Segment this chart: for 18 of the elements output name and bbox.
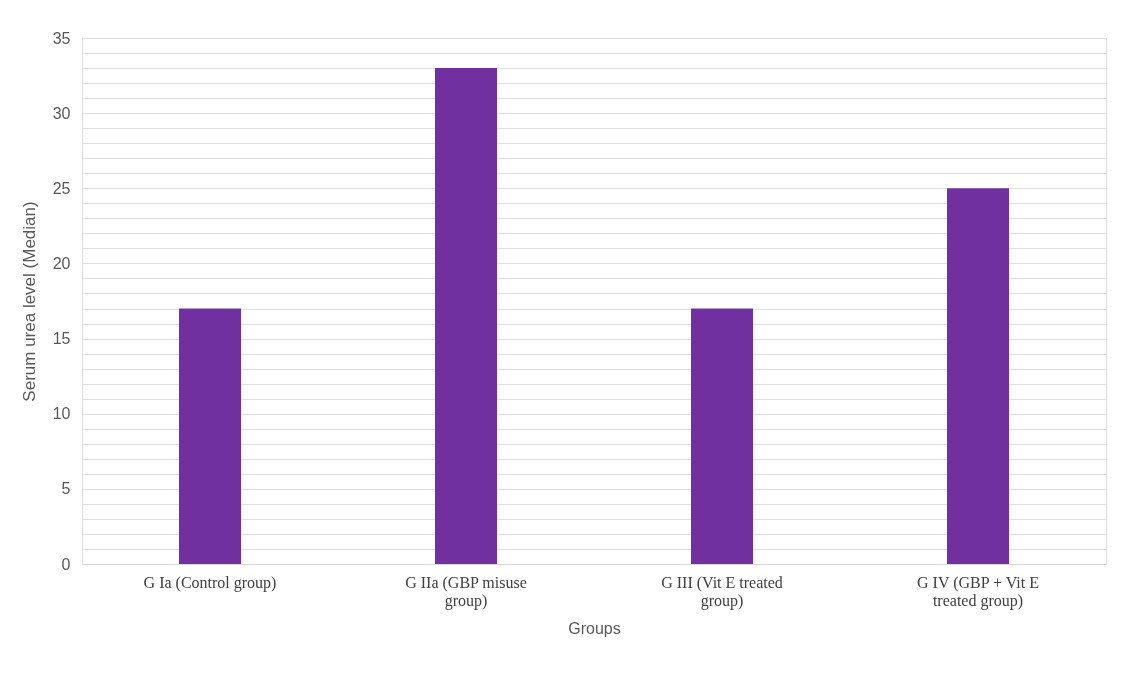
y-tick-label: 35 <box>52 29 71 47</box>
bar <box>435 68 497 564</box>
x-tick-label: G IIa (GBP misuse group) <box>405 573 527 610</box>
bar <box>179 308 241 564</box>
y-tick-label: 5 <box>61 480 71 498</box>
y-tick-label: 20 <box>52 254 71 272</box>
y-axis-title: Serum urea level (Median) <box>19 201 39 402</box>
x-tick-label: G IV (GBP + Vit E treated group) <box>917 573 1039 610</box>
y-tick-label: 25 <box>52 179 71 197</box>
y-tick-label: 0 <box>61 555 71 573</box>
y-tick-label: 10 <box>52 405 71 423</box>
bar <box>947 188 1009 564</box>
y-tick-label: 15 <box>52 330 71 348</box>
x-axis-title: Groups <box>568 619 621 637</box>
bar <box>691 308 753 564</box>
x-tick-label: G III (Vit E treated group) <box>661 573 783 610</box>
y-tick-label: 30 <box>52 104 71 122</box>
x-tick-label: G Ia (Control group) <box>143 573 277 592</box>
